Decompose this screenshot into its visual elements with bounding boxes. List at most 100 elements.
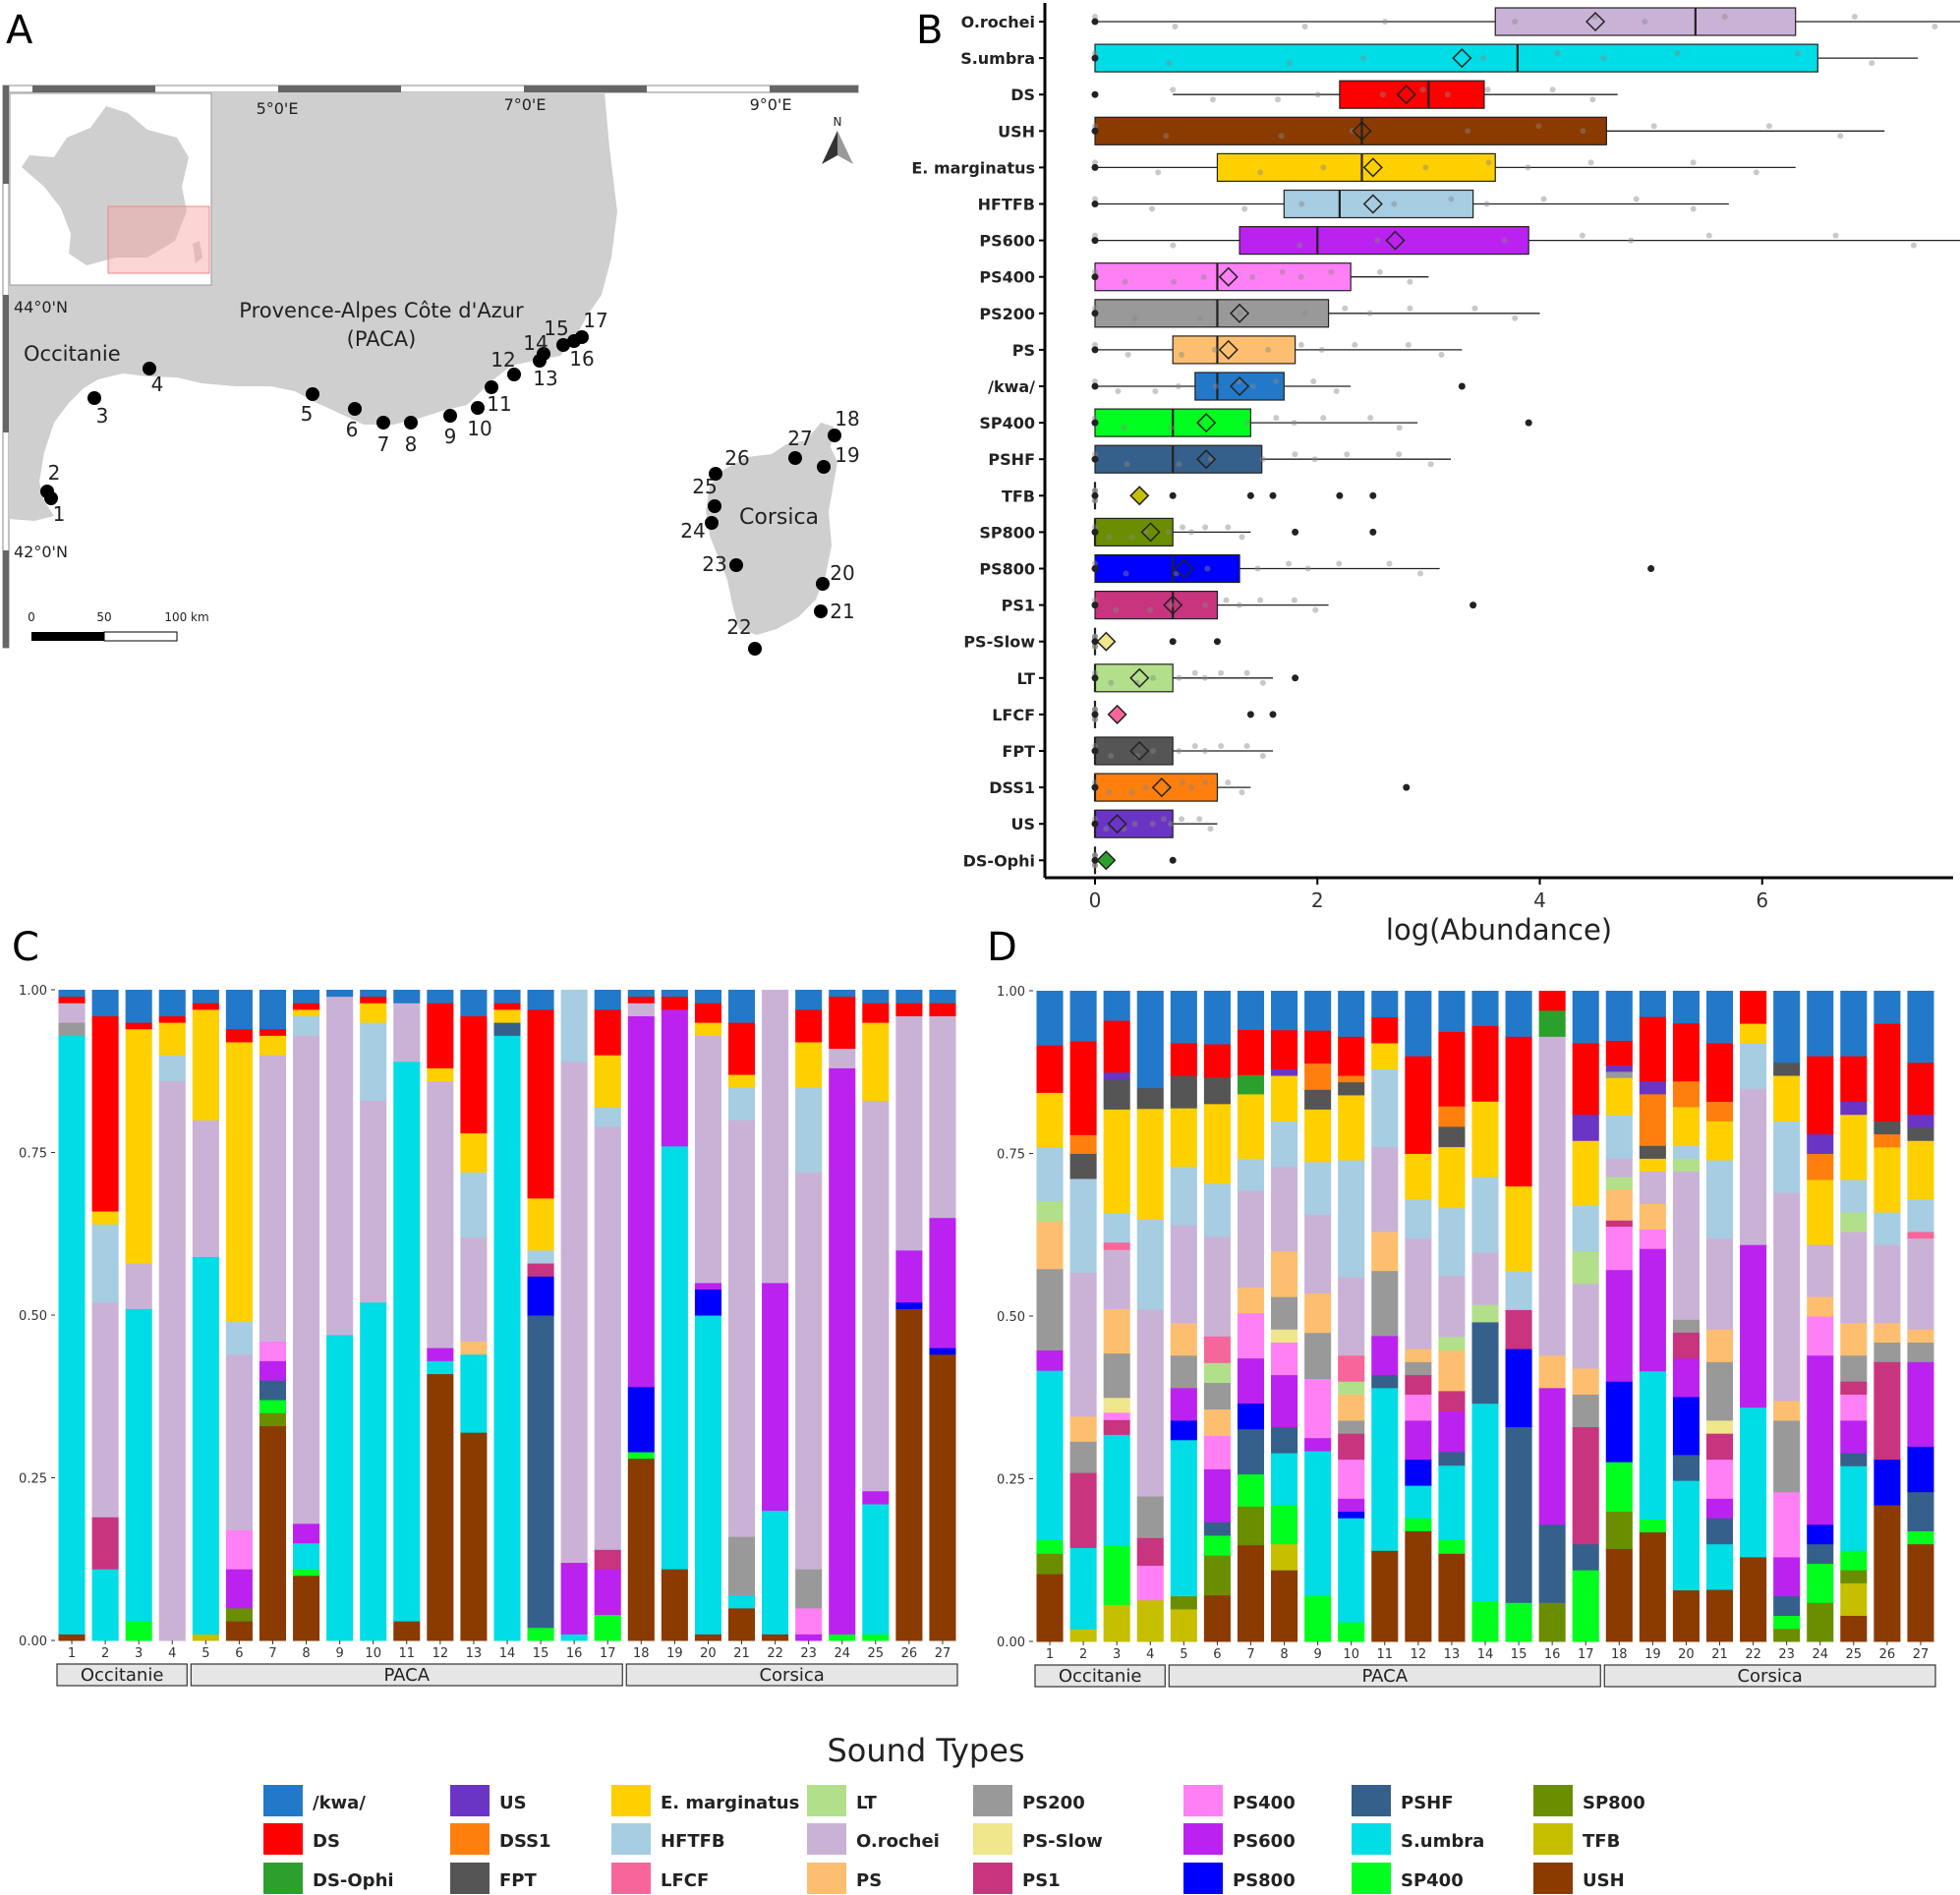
bar-segment xyxy=(627,996,655,1004)
mean-diamond xyxy=(1196,449,1217,470)
data-point xyxy=(1121,425,1127,431)
data-point xyxy=(1092,415,1098,422)
bar-segment xyxy=(1438,1031,1466,1107)
mean-diamond xyxy=(1129,486,1150,506)
legend-label: FPT xyxy=(499,1870,537,1891)
bar-segment xyxy=(1605,991,1633,1041)
zero-point xyxy=(1091,783,1099,791)
bar-segment xyxy=(1237,1074,1265,1095)
data-point xyxy=(1257,169,1264,176)
legend-label: PS-Slow xyxy=(1022,1831,1103,1852)
x-tick-label: 19 xyxy=(1644,1647,1661,1662)
data-point xyxy=(1092,816,1098,823)
bar-segment xyxy=(1203,1555,1231,1596)
zero-point xyxy=(1091,419,1099,427)
bar-segment xyxy=(727,990,756,1023)
bar-segment xyxy=(1605,1070,1633,1078)
bar-segment xyxy=(493,1035,521,1641)
x-tick-label: 22 xyxy=(767,1646,783,1661)
bar-segment xyxy=(1036,1045,1064,1093)
x-tick-label: 19 xyxy=(666,1646,683,1661)
mean-diamond xyxy=(1218,339,1239,360)
bar-segment xyxy=(493,1008,521,1023)
site-marker xyxy=(537,347,550,361)
bar-segment xyxy=(727,1074,756,1088)
data-point xyxy=(1286,560,1293,567)
box xyxy=(1216,152,1496,182)
box xyxy=(1283,189,1474,219)
bar-segment xyxy=(1304,1451,1332,1596)
x-tick-label: 6 xyxy=(235,1646,243,1661)
bar-segment xyxy=(762,990,789,1284)
data-point xyxy=(1259,679,1266,686)
bar-segment xyxy=(125,1022,152,1030)
data-point xyxy=(1273,378,1280,384)
category-label: S.umbra xyxy=(960,49,1035,68)
data-point xyxy=(1501,237,1508,244)
y-tick-label: 0.50 xyxy=(19,1309,47,1324)
bar-segment xyxy=(661,1569,688,1641)
bar-segment xyxy=(1605,1220,1633,1228)
site-marker xyxy=(788,451,802,465)
bar-segment xyxy=(1371,991,1399,1017)
data-point xyxy=(1092,524,1098,531)
outlier-point xyxy=(1269,491,1277,499)
bar-segment xyxy=(1807,1153,1834,1180)
bar-segment xyxy=(158,1015,186,1023)
data-point xyxy=(1092,378,1098,384)
data-point xyxy=(1106,789,1113,796)
zero-point xyxy=(1091,711,1099,718)
bar-segment xyxy=(694,1022,721,1036)
data-point xyxy=(1180,524,1186,531)
x-tick-label: 7 xyxy=(268,1646,276,1661)
y-tick-label: 0.75 xyxy=(997,1148,1025,1163)
data-point xyxy=(1092,488,1098,494)
bar-segment xyxy=(1773,991,1801,1063)
bar-segment xyxy=(360,990,387,998)
bar-segment xyxy=(1271,1504,1298,1545)
data-point xyxy=(1124,351,1131,358)
data-point xyxy=(1259,753,1266,759)
bar-segment xyxy=(1271,1329,1298,1343)
data-point xyxy=(1155,169,1162,176)
legend-label: O.rochei xyxy=(856,1831,940,1852)
x-tick-label: 10 xyxy=(1343,1647,1359,1662)
site-marker xyxy=(814,604,828,618)
data-point xyxy=(1379,91,1386,98)
bar-segment xyxy=(795,990,823,1010)
bar-segment xyxy=(1840,1570,1868,1583)
bar-segment xyxy=(1572,1283,1599,1369)
bar-segment xyxy=(225,990,253,1030)
bar-segment xyxy=(1705,991,1734,1044)
group-strip xyxy=(1168,1664,1601,1688)
bar-segment xyxy=(1405,1530,1432,1642)
bar-segment xyxy=(727,1536,756,1596)
bar-segment xyxy=(1271,991,1298,1031)
bar-segment xyxy=(1538,1523,1566,1603)
legend-swatch xyxy=(1352,1823,1391,1855)
site-label: 7 xyxy=(377,432,390,456)
data-point xyxy=(1170,242,1177,249)
bar-segment xyxy=(326,990,354,998)
bar-segment xyxy=(293,1542,320,1570)
data-point xyxy=(1580,128,1586,135)
zero-point xyxy=(1091,491,1099,499)
data-point xyxy=(1211,346,1218,353)
bar-segment xyxy=(1672,991,1700,1024)
map-frame-seg xyxy=(3,295,9,432)
data-point xyxy=(1092,643,1098,650)
bar-segment xyxy=(58,1035,86,1635)
bar-segment xyxy=(1304,1030,1332,1064)
data-point xyxy=(1484,86,1491,93)
bar-segment xyxy=(1371,1374,1399,1389)
outlier-point xyxy=(1269,711,1277,718)
bar-segment xyxy=(1705,1543,1734,1590)
bar-segment xyxy=(1338,1419,1365,1434)
bar-segment xyxy=(694,1634,721,1641)
data-point xyxy=(1168,602,1175,608)
x-tick-label: 10 xyxy=(365,1646,381,1661)
bar-segment xyxy=(1840,1231,1868,1324)
bar-segment xyxy=(1705,1419,1734,1434)
mean-diamond xyxy=(1151,777,1172,798)
bar-segment xyxy=(1136,1599,1164,1642)
